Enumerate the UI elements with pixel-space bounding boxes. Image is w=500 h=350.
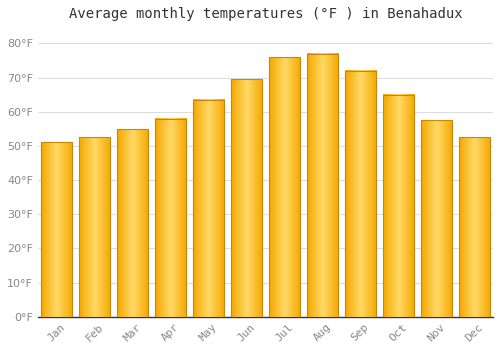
Bar (193, 100, 224, 317)
Bar (458, 137, 490, 317)
Bar (79, 137, 110, 317)
Bar (231, 79, 262, 317)
Bar (117, 129, 148, 317)
Bar (344, 71, 376, 317)
Bar (420, 120, 452, 317)
Bar (155, 119, 186, 317)
Bar (41, 142, 72, 317)
Bar (269, 57, 300, 317)
Bar (382, 94, 414, 317)
Bar (307, 54, 338, 317)
Title: Average monthly temperatures (°F ) in Benahadux: Average monthly temperatures (°F ) in Be… (68, 7, 462, 21)
